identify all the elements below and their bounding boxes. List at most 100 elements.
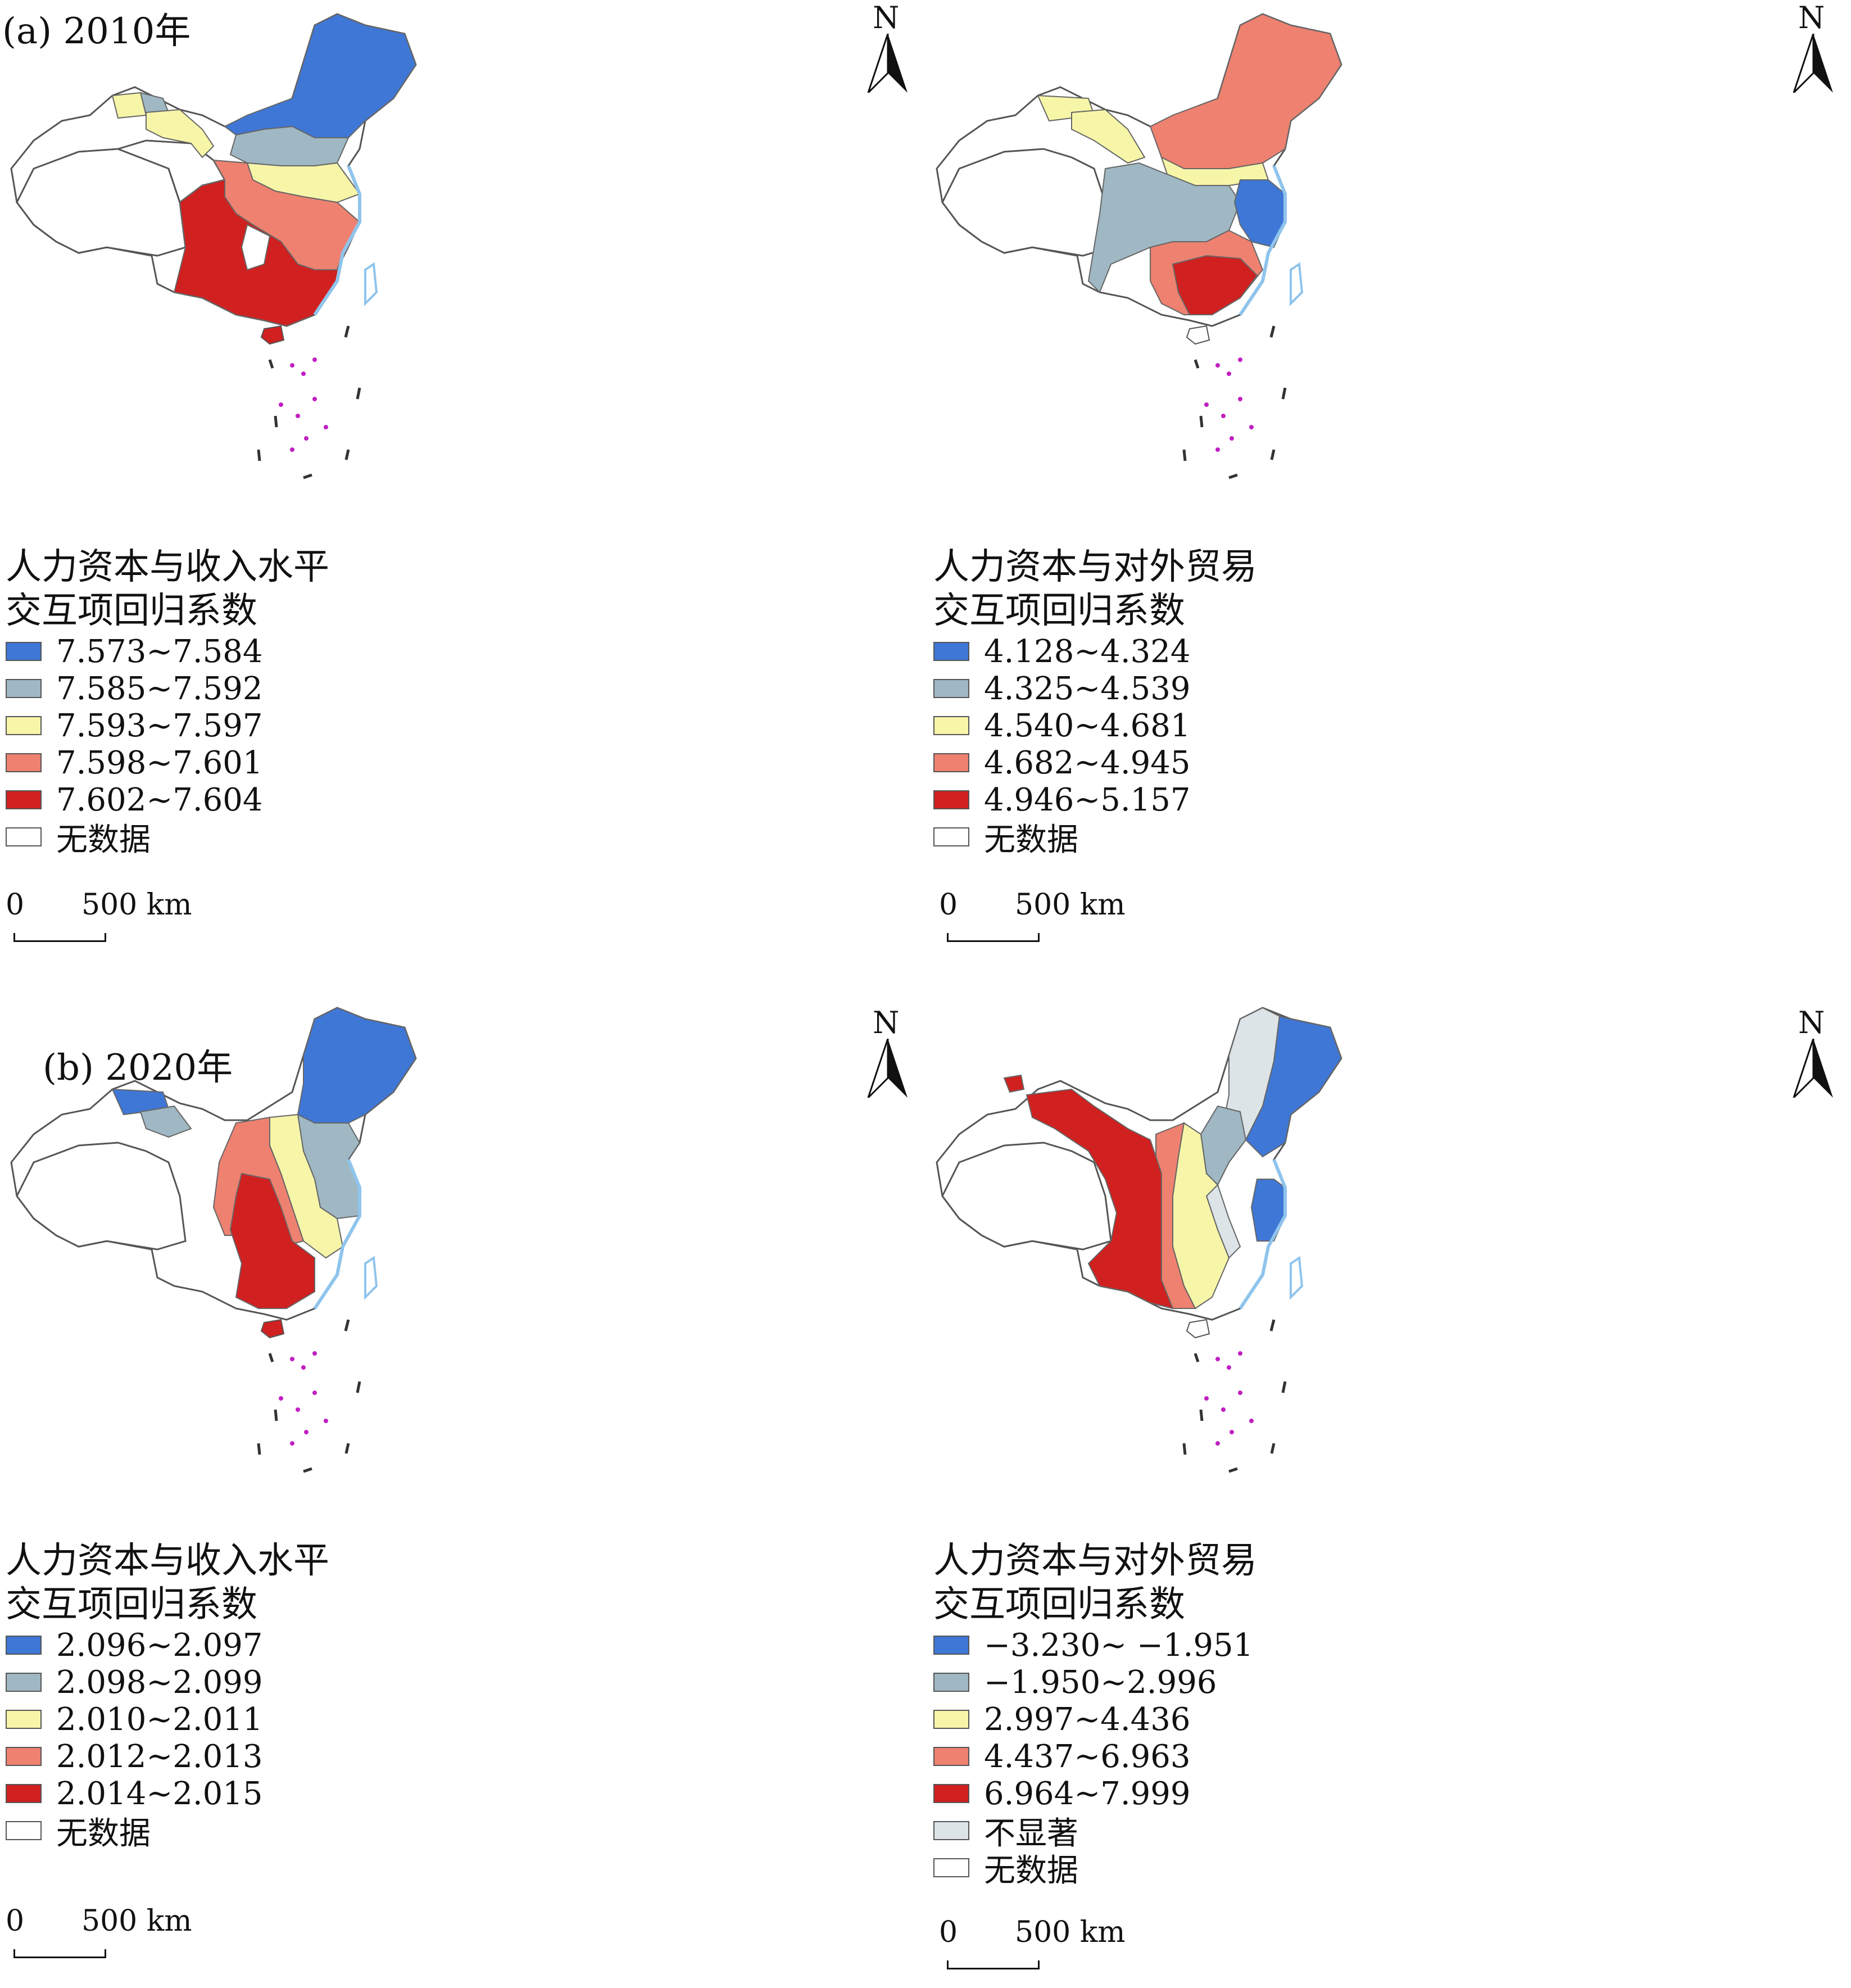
legend-swatch	[6, 1636, 42, 1655]
scale-bar: 0 500 km	[933, 888, 1158, 955]
region-east-blue	[1233, 179, 1286, 248]
map-panel-2020-trade: N 人力资本与对外贸易 交互项回归系数 −3.230~ −1.951 −1.95…	[926, 994, 1851, 1987]
island-hainan	[1186, 1319, 1210, 1339]
north-arrow: N	[1782, 0, 1844, 96]
legend-label: 7.598~7.601	[56, 744, 263, 781]
scale-distance: 500 km	[81, 888, 192, 922]
legend-swatch	[933, 679, 969, 698]
legend: 人力资本与对外贸易 交互项回归系数 −3.230~ −1.951 −1.950~…	[933, 1539, 1257, 1889]
legend-item-1: −3.230~ −1.951	[933, 1627, 1257, 1664]
region-gansu-yellow	[1071, 108, 1146, 164]
legend-swatch	[6, 679, 42, 698]
legend-swatch	[6, 1673, 42, 1692]
map-panel-2010-income: (a) 2010年 N 人力资本与收入水平 交互项回归系数 7.573~7.58…	[0, 0, 926, 994]
legend-item-4: 2.012~2.013	[6, 1738, 329, 1775]
nine-dash-line	[1182, 1319, 1287, 1473]
legend-swatch	[933, 753, 969, 772]
legend-item-no-data: 无数据	[6, 1812, 329, 1852]
scale-line	[947, 1960, 1040, 1969]
map-panel-2010-trade: N 人力资本与对外贸易 交互项回归系数 4.128~4.324 4.325~4.…	[926, 0, 1851, 994]
scale-line	[947, 933, 1040, 942]
region-tibet	[16, 1142, 187, 1251]
legend-swatch	[933, 1858, 969, 1877]
scale-zero: 0	[6, 1904, 25, 1938]
legend-item-3: 4.540~4.681	[933, 707, 1257, 744]
legend-item-4: 4.437~6.963	[933, 1738, 1257, 1775]
region-gansu	[146, 108, 215, 159]
legend-label: 2.012~2.013	[56, 1738, 263, 1775]
legend-title-1: 人力资本与收入水平	[6, 546, 329, 588]
legend-label: 4.946~5.157	[984, 781, 1191, 818]
legend-swatch	[933, 1673, 969, 1692]
nine-dash-line	[257, 1319, 361, 1473]
legend-item-3: 2.010~2.011	[6, 1701, 329, 1738]
legend-swatch	[6, 1747, 42, 1766]
island-hainan	[260, 325, 285, 345]
legend-swatch	[933, 790, 969, 809]
region-tibet	[941, 1142, 1112, 1251]
south-sea-islands	[1204, 1351, 1254, 1446]
coastline	[313, 1158, 361, 1310]
legend-label: 无数据	[984, 1852, 1078, 1889]
legend-label: 4.437~6.963	[984, 1738, 1191, 1775]
legend-title-2: 交互项回归系数	[6, 590, 257, 632]
legend-swatch	[933, 1784, 969, 1803]
legend-swatch	[6, 716, 42, 735]
legend-label: 无数据	[56, 821, 151, 858]
legend-title-2: 交互项回归系数	[933, 590, 1185, 632]
legend-label: 2.014~2.015	[56, 1775, 263, 1812]
legend-item-4: 7.598~7.601	[6, 744, 329, 781]
legend-item-1: 2.096~2.097	[6, 1627, 329, 1664]
legend-title-2: 交互项回归系数	[6, 1584, 257, 1625]
map-panel-2020-income: (b) 2020年 N 人力资本与收入水平 交互项回归系数 2.096~2.09…	[0, 994, 926, 1987]
region-east-blue	[1250, 1179, 1286, 1242]
scale-line	[13, 933, 106, 942]
legend-item-5: 6.964~7.999	[933, 1775, 1257, 1812]
island-hainan	[1186, 325, 1210, 345]
region-southwest-red	[229, 1172, 315, 1309]
legend-swatch	[933, 1821, 969, 1840]
north-label: N	[873, 0, 900, 35]
legend-label: 4.682~4.945	[984, 744, 1191, 781]
legend-label: 7.593~7.597	[56, 707, 263, 744]
legend-label: 4.128~4.324	[984, 633, 1191, 670]
island-taiwan	[364, 1256, 378, 1300]
north-label: N	[1798, 1005, 1825, 1040]
legend-swatch	[6, 642, 42, 661]
legend-title-1: 人力资本与对外贸易	[933, 546, 1257, 588]
legend-label: 无数据	[56, 1815, 151, 1852]
legend-label: 4.540~4.681	[984, 707, 1191, 744]
north-label: N	[1798, 0, 1825, 35]
legend-item-3: 2.997~4.436	[933, 1701, 1257, 1738]
nine-dash-line	[1182, 325, 1287, 479]
north-arrow: N	[857, 0, 919, 96]
scale-bar: 0 500 km	[0, 1904, 225, 1972]
legend-label: 6.964~7.999	[984, 1775, 1191, 1812]
north-arrow-icon	[1793, 1039, 1833, 1098]
legend-item-no-data: 无数据	[6, 818, 329, 858]
legend-item-no-data: 无数据	[933, 818, 1257, 858]
south-sea-islands	[279, 1351, 328, 1446]
island-hainan	[260, 1319, 285, 1339]
legend-swatch	[933, 1747, 969, 1766]
legend-swatch	[933, 827, 969, 846]
legend-title-2: 交互项回归系数	[933, 1584, 1185, 1625]
china-map-2010-income	[10, 13, 417, 479]
scale-distance: 500 km	[81, 1904, 192, 1938]
legend: 人力资本与收入水平 交互项回归系数 7.573~7.584 7.585~7.59…	[6, 545, 329, 858]
legend-title-1: 人力资本与收入水平	[6, 1540, 329, 1582]
north-label: N	[873, 1005, 900, 1040]
region-gansu-grey	[139, 1105, 192, 1138]
legend-item-2: −1.950~2.996	[933, 1664, 1257, 1701]
north-arrow: N	[857, 1005, 919, 1101]
legend-label: 7.602~7.604	[56, 781, 263, 818]
legend-label: 2.997~4.436	[984, 1701, 1191, 1738]
north-arrow: N	[1782, 1005, 1844, 1101]
legend-item-3: 7.593~7.597	[6, 707, 329, 744]
region-xinjiang-red-spot	[1003, 1074, 1025, 1093]
panel-title: (a) 2010年	[2, 11, 191, 52]
island-taiwan	[364, 262, 378, 306]
scale-distance: 500 km	[1015, 888, 1126, 922]
scale-distance: 500 km	[1015, 1915, 1126, 1949]
legend-swatch	[6, 827, 42, 846]
